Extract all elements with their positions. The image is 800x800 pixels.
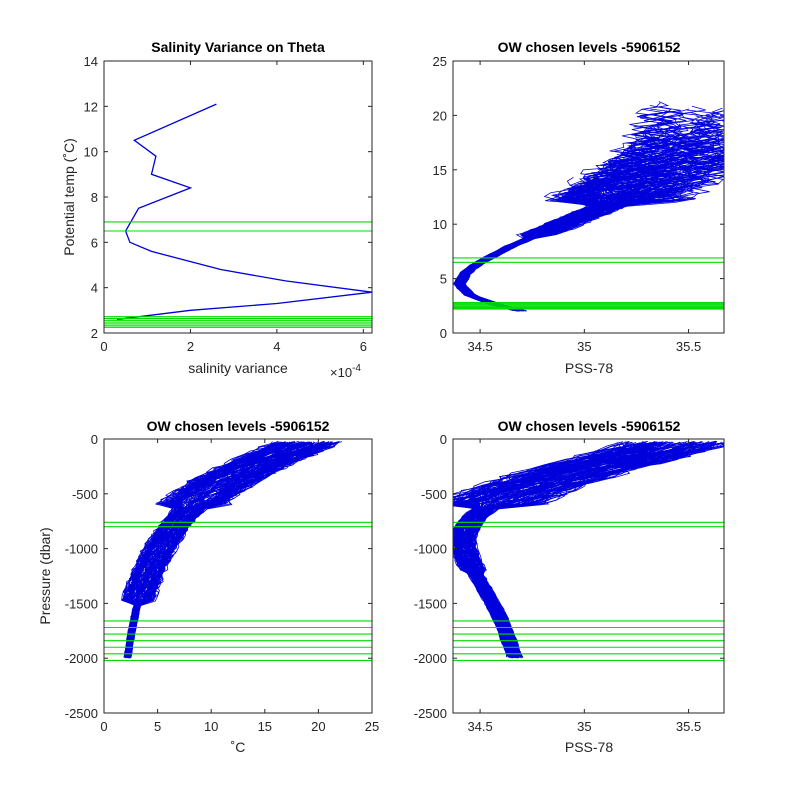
profile-line-p4-75 (473, 443, 724, 658)
profile-line-p2-127 (459, 115, 721, 311)
panel-temperature-pressure: 0 5 10 15 20 25 0 -500 -1000 -1500 -2000 -2500 OW c… (37, 418, 379, 755)
profile-line-p4-68 (461, 442, 676, 659)
y-tick-label-p3-5: -2500 (65, 706, 98, 721)
x-axis-label-p2: PSS-78 (565, 360, 613, 376)
profile-line-p2-95 (460, 124, 724, 310)
y-tick-label-p3-1: -500 (72, 487, 98, 502)
axes-box-p4 (452, 438, 725, 714)
x-tick-label-p3-3: 15 (258, 719, 272, 734)
y-tick-label-p4-1: -500 (421, 487, 447, 502)
x-tick-label-p2-0: 34.5 (467, 339, 492, 354)
x-tick-label-p1-2: 4 (273, 339, 280, 354)
profile-line-p2-114 (460, 145, 724, 309)
y-tick-label-p2-5: 25 (433, 54, 447, 69)
x-tick-label-p4-0: 34.5 (467, 719, 492, 734)
profile-line-p2-101 (454, 114, 682, 310)
y-tick-label-p1-0: 2 (91, 326, 98, 341)
axes-box-p1 (103, 60, 373, 334)
plot-area-p4 (453, 440, 724, 661)
profile-line-p4-122 (469, 440, 716, 657)
y-tick-label-p2-1: 5 (440, 272, 447, 287)
axes-box-p2 (452, 60, 725, 334)
profile-line-p4-125 (468, 442, 720, 658)
x-tick-label-p4-1: 35 (577, 719, 591, 734)
profile-line-p4-108 (470, 442, 717, 659)
y-axis-label-p1: Potential temp (˚C) (61, 138, 77, 255)
y-tick-label-p4-2: -1000 (414, 542, 447, 557)
axes-box-p3 (103, 438, 373, 714)
x-tick-label-p1-0: 0 (100, 339, 107, 354)
panel-theta-salinity: 34.5 35 35.5 0 5 10 15 20 25 OW chosen levels -5… (433, 39, 725, 376)
x-tick-label-p2-1: 35 (577, 339, 591, 354)
x-tick-label-p3-2: 10 (204, 719, 218, 734)
profile-line-p2-43 (462, 146, 722, 312)
x-axis-label-p1: salinity variance (188, 360, 288, 376)
profile-line-p2-31 (454, 117, 682, 309)
profile-line-p4-129 (464, 440, 695, 657)
profile-line-p3-125 (126, 442, 296, 659)
profile-line-p2-129 (456, 102, 681, 309)
y-tick-label-p2-3: 15 (433, 163, 447, 178)
profile-line-p4-127 (453, 442, 633, 658)
x-axis-label-p3: ˚C (231, 739, 246, 755)
profile-line-p4-115 (463, 443, 698, 659)
y-tick-label-p1-4: 10 (84, 145, 98, 160)
profile-line-p2-125 (456, 161, 642, 311)
x-tick-label-p3-1: 5 (154, 719, 161, 734)
x-tick-label-p2-2: 35.5 (676, 339, 701, 354)
ticks-p4: 34.5 35 35.5 0 -500 -1000 -1500 -2000 -2500 (414, 432, 724, 734)
panel-salinity-pressure: 34.5 35 35.5 0 -500 -1000 -1500 -2000 -2500 OW c… (414, 418, 725, 755)
profile-line-p3-118 (124, 442, 289, 659)
x-tick-label-p3-0: 0 (100, 719, 107, 734)
x-axis-label-p4: PSS-78 (565, 739, 613, 755)
x-tick-label-p3-5: 25 (365, 719, 379, 734)
y-tick-label-p3-4: -2000 (65, 651, 98, 666)
chart-title-p2: OW chosen levels -5906152 (498, 39, 681, 55)
profile-line-p4-94 (459, 441, 671, 657)
x-tick-label-p4-2: 35.5 (676, 719, 701, 734)
y-tick-label-p3-3: -1500 (65, 596, 98, 611)
chart-title-p3: OW chosen levels -5906152 (147, 418, 330, 434)
profile-line-p3-126 (125, 442, 282, 658)
y-tick-label-p1-1: 4 (91, 281, 98, 296)
y-tick-label-p4-5: -2500 (414, 706, 447, 721)
y-tick-label-p4-4: -2000 (414, 651, 447, 666)
profile-line-p2-33 (456, 187, 604, 311)
y-tick-label-p2-0: 0 (440, 326, 447, 341)
plot-area-p3 (104, 440, 372, 661)
y-tick-label-p3-0: 0 (91, 432, 98, 447)
profile-line-p2-63 (460, 194, 656, 310)
plot-area-p2 (453, 101, 724, 312)
y-tick-label-p1-3: 8 (91, 190, 98, 205)
ticks-p2: 34.5 35 35.5 0 5 10 15 20 25 (433, 54, 724, 354)
y-tick-label-p2-2: 10 (433, 217, 447, 232)
profile-line-p2-128 (460, 179, 680, 310)
y-tick-label-p3-2: -1000 (65, 542, 98, 557)
y-tick-label-p1-5: 12 (84, 99, 98, 114)
plot-area-p1 (104, 103, 372, 328)
chart-title-p1: Salinity Variance on Theta (151, 39, 325, 55)
profile-line-p3-129 (124, 443, 276, 659)
profile-line-p3-127 (130, 442, 339, 658)
profile-line-p2-20 (453, 188, 603, 311)
y-tick-label-p4-3: -1500 (414, 596, 447, 611)
y-tick-label-p1-2: 6 (91, 235, 98, 250)
x-tick-label-p1-1: 2 (187, 339, 194, 354)
y-axis-label-p3: Pressure (dbar) (37, 527, 53, 624)
profile-line-p4-84 (460, 441, 673, 657)
ticks-p3: 0 5 10 15 20 25 0 -500 -1000 -1500 -2000 -2500 (65, 432, 379, 734)
y-tick-label-p1-6: 14 (84, 54, 98, 69)
x-exponent-label-p1: ×10-4 (330, 363, 361, 380)
variance-line (116, 103, 372, 321)
y-tick-label-p2-4: 20 (433, 108, 447, 123)
x-tick-label-p1-3: 6 (360, 339, 367, 354)
y-tick-label-p4-0: 0 (440, 432, 447, 447)
profile-line-p2-113 (464, 159, 724, 312)
x-tick-label-p3-4: 20 (311, 719, 325, 734)
chart-title-p4: OW chosen levels -5906152 (498, 418, 681, 434)
profile-line-p4-105 (472, 442, 722, 658)
